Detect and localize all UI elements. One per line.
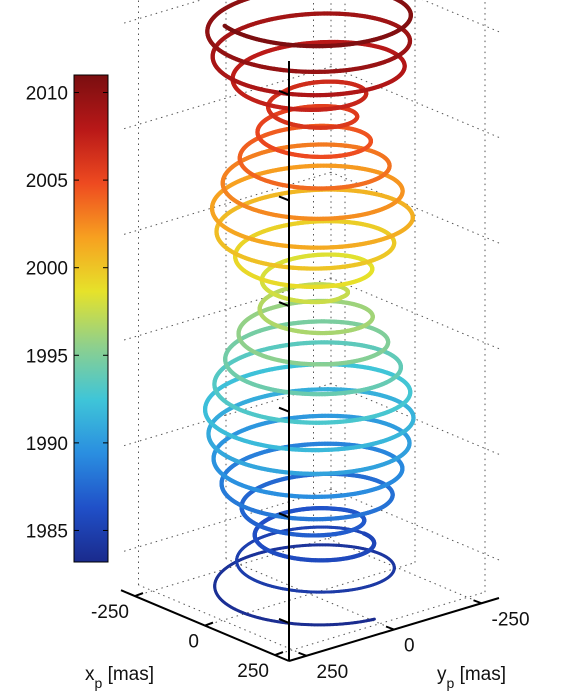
x-tick-label: -250 (91, 602, 129, 623)
x-axis-label-main: x (85, 664, 95, 685)
y-tick (473, 599, 482, 605)
y-tick (298, 651, 307, 657)
label-layer: xp [mas] yp [mas] (85, 664, 506, 691)
x-axis-label-sub: p (95, 675, 103, 691)
grid-line (330, 488, 500, 561)
colorbar: 2010 2005 2000 1995 1990 1985 (26, 74, 109, 563)
colorbar-tick-label: 1990 (26, 434, 68, 455)
x-tick (134, 592, 144, 598)
x-tick (204, 621, 214, 627)
grid-line (120, 277, 332, 342)
grid-line (330, 277, 500, 350)
x-axis-label-unit: [mas] (102, 664, 154, 685)
grid-line (204, 562, 416, 627)
grid-line (120, 171, 332, 236)
y-axis-label: yp [mas] (437, 664, 506, 691)
z-tick (278, 406, 290, 413)
colorbar-tick-label: 2000 (26, 259, 68, 280)
y-tick-label: 0 (404, 636, 415, 657)
x-tick-label: 0 (188, 632, 199, 653)
y-axis-label-unit: [mas] (454, 664, 506, 685)
x-tick-label: 250 (237, 661, 269, 682)
x-tick (274, 651, 284, 657)
y-axis-label-sub: p (447, 675, 455, 691)
grid-line (120, 66, 332, 131)
x-axis-label: xp [mas] (85, 664, 154, 691)
colorbar-gradient (73, 74, 109, 563)
grid-line (120, 488, 332, 553)
y-axis-label-main: y (437, 664, 447, 685)
grid-line (120, 0, 203, 25)
grid-line (120, 383, 332, 448)
colorbar-tick-label: 1985 (26, 521, 68, 542)
grid-layer (120, 0, 500, 657)
grid-line (274, 591, 486, 656)
colorbar-tick-label: 2010 (26, 84, 68, 105)
z-tick (278, 195, 290, 202)
colorbar-tick-label: 1995 (26, 346, 68, 367)
colorbar-tick-label: 2005 (26, 171, 68, 192)
y-tick-label: 250 (317, 662, 349, 683)
curve-segment (222, 23, 229, 29)
polar-motion-curve (202, 0, 416, 627)
grid-line (134, 532, 346, 597)
y-tick-label: -250 (492, 609, 530, 630)
y-tick (385, 625, 395, 631)
